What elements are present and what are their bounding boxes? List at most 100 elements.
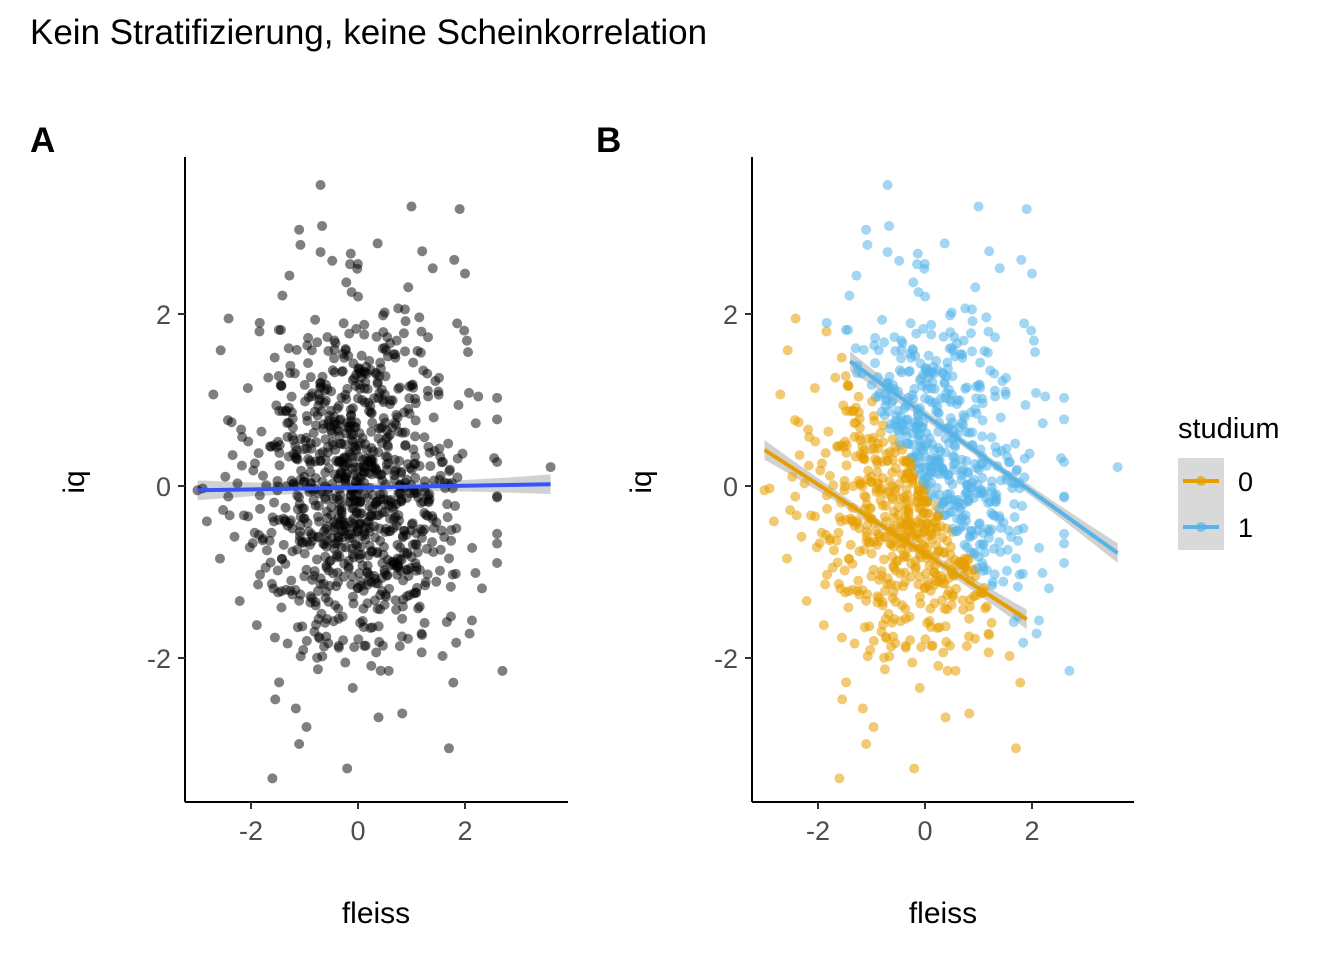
- point: [492, 557, 503, 568]
- point-studium-1: [1059, 557, 1070, 568]
- point: [317, 476, 328, 487]
- point-studium-0: [839, 475, 850, 486]
- point: [257, 470, 268, 481]
- point: [308, 427, 319, 438]
- point: [353, 365, 364, 376]
- point: [399, 525, 410, 536]
- point: [412, 345, 423, 356]
- point-studium-0: [843, 602, 854, 613]
- point: [372, 603, 383, 614]
- point: [443, 438, 454, 449]
- point: [215, 345, 226, 356]
- point-studium-0: [980, 603, 991, 614]
- point-studium-1: [946, 307, 957, 318]
- x-tick-label: -2: [239, 816, 263, 846]
- legend-label-1: 1: [1238, 513, 1253, 543]
- point: [372, 378, 383, 389]
- point: [223, 313, 234, 324]
- point: [423, 441, 434, 452]
- point-studium-0: [924, 616, 935, 627]
- point-studium-0: [861, 739, 872, 749]
- point-studium-0: [871, 539, 882, 550]
- point-studium-0: [834, 773, 845, 784]
- point-studium-1: [942, 357, 953, 368]
- point: [276, 602, 287, 613]
- point-studium-0: [815, 465, 826, 476]
- point: [444, 464, 455, 475]
- point: [410, 415, 421, 426]
- point: [396, 496, 407, 507]
- point: [419, 476, 430, 487]
- point: [360, 640, 371, 651]
- point-studium-1: [994, 537, 1005, 548]
- point-studium-1: [907, 343, 918, 354]
- point: [276, 586, 287, 597]
- point-studium-1: [1018, 637, 1029, 648]
- point-studium-0: [837, 694, 848, 705]
- point: [244, 542, 255, 553]
- point-studium-1: [923, 350, 934, 361]
- point-studium-0: [914, 682, 925, 693]
- point: [398, 328, 409, 339]
- point: [398, 575, 409, 586]
- point-studium-1: [1004, 456, 1015, 467]
- point-studium-1: [994, 263, 1005, 274]
- point: [314, 516, 325, 527]
- point: [341, 542, 352, 553]
- point: [419, 432, 430, 443]
- point: [379, 307, 390, 318]
- point: [382, 432, 393, 443]
- point-studium-1: [1014, 569, 1025, 580]
- point-studium-0: [900, 603, 911, 614]
- point-studium-1: [908, 394, 919, 405]
- point-studium-1: [1059, 414, 1070, 425]
- y-tick-label: -2: [714, 644, 738, 674]
- point-studium-0: [879, 652, 890, 663]
- point: [341, 277, 352, 288]
- point: [428, 412, 439, 423]
- point: [286, 575, 297, 586]
- point-studium-0: [958, 604, 969, 615]
- point-studium-1: [916, 373, 927, 384]
- point: [374, 523, 385, 534]
- point: [333, 642, 344, 653]
- point-studium-0: [1015, 677, 1026, 688]
- point: [318, 578, 329, 589]
- point-studium-0: [878, 437, 889, 448]
- point: [545, 462, 556, 473]
- point-studium-0: [880, 488, 891, 499]
- point: [370, 498, 381, 509]
- point-studium-1: [974, 518, 985, 529]
- point: [253, 579, 264, 590]
- point-studium-1: [952, 395, 963, 406]
- point: [243, 511, 254, 522]
- point-studium-0: [884, 476, 895, 487]
- panel-b-fit-line-1: [848, 359, 1119, 555]
- point-studium-1: [918, 323, 929, 334]
- point: [466, 615, 477, 626]
- point: [410, 431, 421, 442]
- legend-key-1-dot: [1196, 522, 1206, 532]
- point: [285, 360, 296, 371]
- point-studium-1: [912, 259, 923, 270]
- point: [423, 496, 434, 507]
- point: [311, 437, 322, 448]
- point: [345, 516, 356, 527]
- point-studium-1: [894, 255, 905, 266]
- panel-a-fit-layer: [197, 482, 551, 493]
- point: [377, 640, 388, 651]
- point-studium-0: [964, 613, 975, 624]
- point: [372, 238, 383, 249]
- point: [226, 417, 237, 428]
- point-studium-1: [1011, 553, 1022, 564]
- point-studium-1: [989, 569, 1000, 580]
- point: [427, 537, 438, 548]
- point: [298, 444, 309, 455]
- panel-b-fit-layer: [763, 359, 1119, 621]
- point-studium-0: [793, 417, 804, 428]
- point: [443, 743, 454, 754]
- point: [383, 665, 394, 676]
- point: [362, 492, 373, 503]
- point: [334, 494, 345, 505]
- point: [257, 535, 268, 546]
